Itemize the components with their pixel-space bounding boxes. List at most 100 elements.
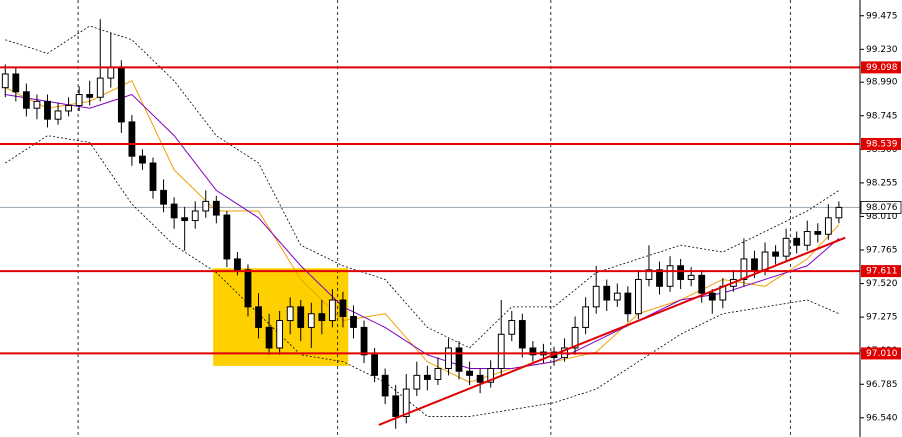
candle-body [466,370,473,376]
candle-body [782,237,790,257]
candle-body [677,265,685,280]
candle-body [476,374,484,383]
level-label: 97.611 [866,267,898,277]
candle-body [582,306,590,328]
candle-body [318,313,326,322]
candle-body [22,91,30,109]
zone [213,268,349,366]
indicator-line [5,135,840,417]
candle-body [96,77,104,98]
y-tick-label: 96.785 [866,380,898,390]
candle-body [708,292,716,301]
candle-body [328,299,336,322]
candle-body [255,306,262,328]
candle-body [413,374,421,390]
candle-body [529,347,537,356]
candle-body [286,306,294,322]
candle-body [613,292,621,301]
candle-body [265,326,273,349]
candle-body [814,231,822,235]
candle-body [434,368,442,380]
candle-body [139,155,146,164]
candle-body [518,320,526,349]
level-label: 97.010 [866,349,898,359]
candle-body [307,313,315,328]
candle-body [339,299,347,317]
candle-body [54,110,62,120]
candle-body [571,326,579,349]
level-label-box [861,61,901,74]
y-tick-label: 97.275 [866,313,898,323]
price-label: 98.076 [866,203,898,213]
candle-body [402,388,410,417]
candle-body [656,269,663,287]
candle-body [360,326,368,356]
candle-body [117,66,125,123]
candle-body [635,278,642,315]
indicator-line [5,93,840,370]
y-tick-label: 99.475 [866,11,898,21]
candle-body [350,315,357,328]
candle-body [75,94,83,106]
candle-body [191,210,199,222]
candle-body [508,320,516,335]
candle-body [107,66,115,79]
candle-body [761,251,769,271]
level-label-box [861,347,901,360]
candle-body [149,162,157,191]
candle-body [12,73,20,93]
candle-body [740,258,748,280]
candle-body [276,320,284,349]
candle-body [86,94,94,98]
candle-body [170,203,178,219]
candle-body [772,251,779,257]
candle-body [33,100,41,109]
candle-body [212,200,220,216]
y-tick-label: 98.745 [866,111,898,121]
candle-body [645,269,653,280]
candle-body [835,206,843,219]
candle-body [223,214,231,260]
y-tick-label: 99.230 [866,45,898,55]
candle-body [1,73,9,89]
candle-body [751,258,758,271]
candle-body [181,217,189,222]
candle-body [244,269,252,308]
candle-body [381,374,389,397]
candle-body [423,374,431,380]
candle-body [687,274,695,280]
candle-body [803,231,811,246]
candle-body [592,285,600,308]
candle-body [392,395,400,417]
indicator-line [5,25,840,349]
candle-body [44,100,51,120]
candle-body [202,200,210,212]
candle-body [666,265,674,287]
y-tick-label: 98.255 [866,178,898,188]
candle-body [497,333,505,370]
level-label-box [861,265,901,278]
candle-body [455,347,463,372]
indicator-line [5,80,840,383]
level-label: 98.539 [866,139,898,149]
level-label: 99.098 [866,63,898,73]
candle-body [445,347,452,370]
candle-body [603,285,611,301]
candle-body [297,306,305,328]
candle-body [371,354,379,376]
candle-body [234,258,241,271]
candle-body [793,237,801,246]
y-tick-label: 98.990 [866,78,898,88]
y-tick-label: 97.520 [866,279,898,289]
y-tick-label: 96.540 [866,413,898,423]
candle-body [698,274,706,294]
candle-body [65,104,72,112]
level-label-box [861,137,901,150]
price-label-box [860,201,902,214]
candle-body [128,121,136,157]
trendline [378,236,846,426]
candle-body [624,292,632,315]
y-tick-label: 97.765 [866,246,898,256]
y-tick-label: 98.010 [866,212,898,222]
